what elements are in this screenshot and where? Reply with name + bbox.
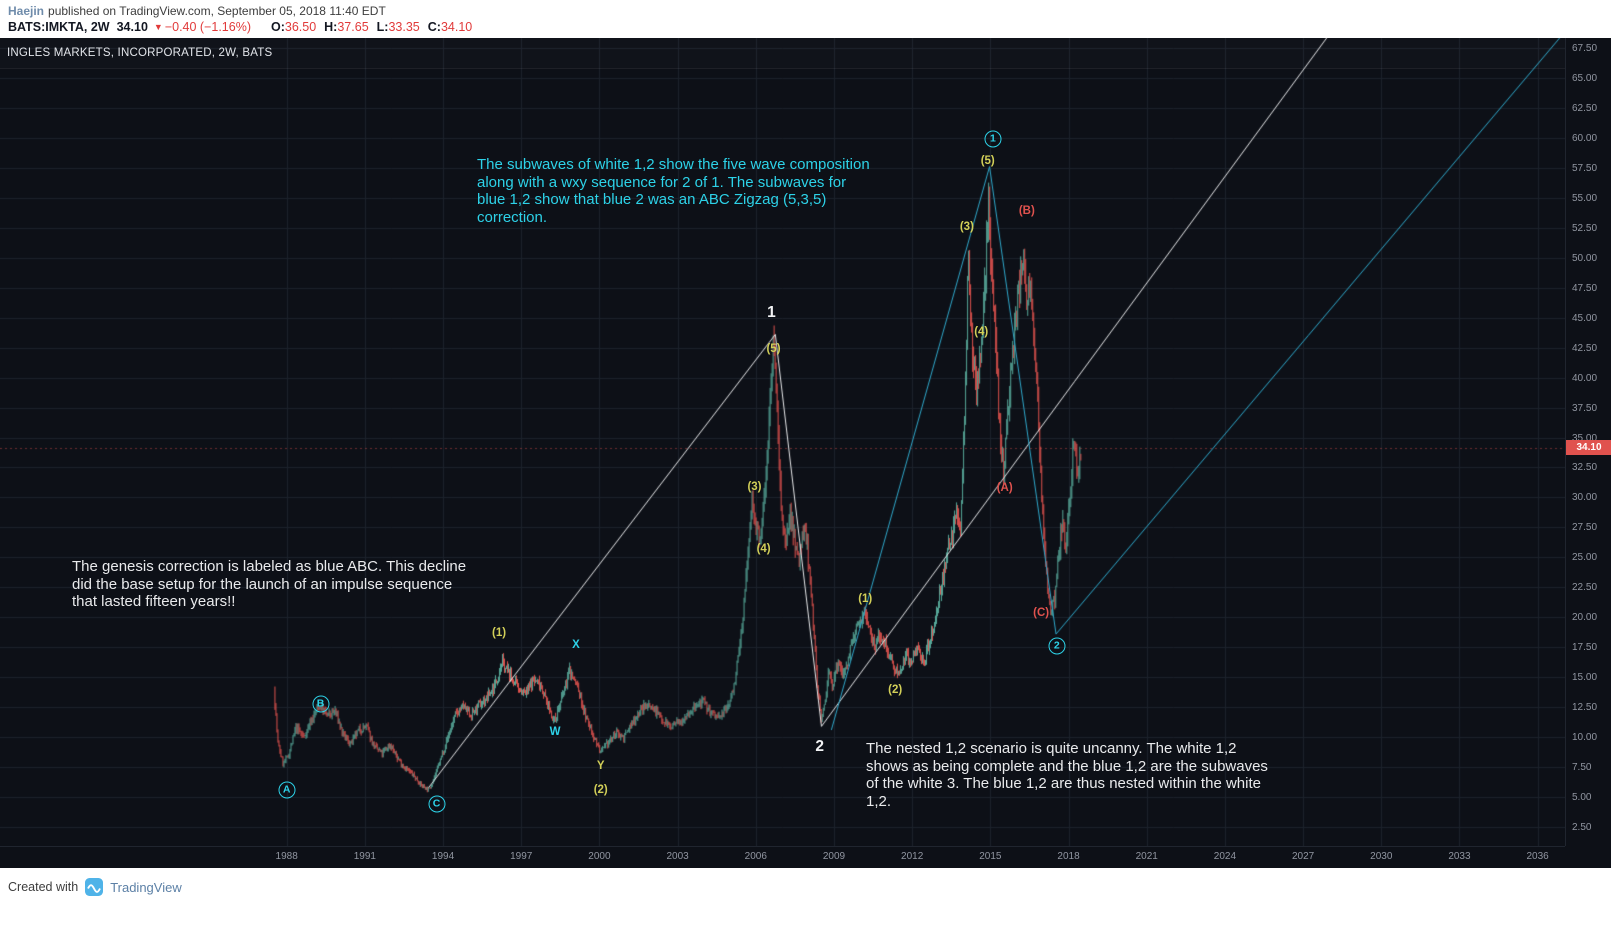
time-tick-label: 2012 [901,851,924,862]
price-tick-label: 40.00 [1572,372,1598,384]
header-last-price: 34.10 [116,20,148,34]
high-label: H: [324,20,338,34]
price-tick-label: 2.50 [1572,822,1592,834]
price-tick-label: 20.00 [1572,612,1598,624]
time-tick-label: 2009 [822,851,846,862]
price-tick-label: 7.50 [1572,762,1592,774]
symbol-line: BATS:IMKTA, 2W 34.10 ▼ −0.40 (−1.16%) O:36.5… [8,19,1603,36]
wave-label-A[interactable]: A [278,781,296,799]
price-change: −0.40 (−1.16%) [164,20,251,34]
close-value: 34.10 [440,20,473,34]
price-tick-label: 60.00 [1572,132,1598,144]
price-tick-label: 10.00 [1572,732,1598,744]
price-tick-label: 57.50 [1572,162,1598,174]
time-tick-label: 2024 [1213,851,1237,862]
nested-note[interactable]: The nested 1,2 scenario is quite uncanny… [866,740,1268,810]
price-tick-label: 30.00 [1572,492,1598,504]
time-tick-label: 2006 [744,851,767,862]
time-tick-label: 2000 [588,851,611,862]
time-tick-label: 1994 [431,851,455,862]
wave-label-A[interactable]: (A) [996,481,1013,494]
time-tick-label: 2018 [1057,851,1080,862]
price-tick-label: 42.50 [1572,342,1598,354]
chart-legend[interactable]: INGLES MARKETS, INCORPORATED, 2W, BATS [7,47,273,59]
price-tick-label: 47.50 [1572,282,1598,294]
wave-label-C[interactable]: C [428,795,446,813]
wave-label-3[interactable]: (3) [959,220,974,233]
wave-label-2[interactable]: (2) [593,783,608,796]
time-tick-label: 2015 [979,851,1002,862]
wave-label-4[interactable]: (4) [974,326,989,339]
time-tick-label: 2021 [1135,851,1158,862]
time-tick-label: 2003 [666,851,689,862]
wave-label-5[interactable]: (5) [980,154,995,167]
wave-label-3[interactable]: (3) [747,480,762,493]
price-tick-label: 15.00 [1572,672,1598,684]
price-tick-label: 45.00 [1572,312,1598,324]
price-tick-label: 62.50 [1572,102,1598,114]
price-tick-label: 17.50 [1572,642,1598,654]
time-scale[interactable]: 1988 1991 1994 1997 2000 2003 2006 2009 2012 2015… [0,846,1565,868]
time-tick-label: 1991 [353,851,376,862]
price-tick-label: 65.00 [1572,72,1598,84]
publication-header: Haejin published on TradingView.com, Sept… [0,0,1611,38]
open-label: O: [270,20,285,34]
wave-label-1[interactable]: 1 [767,303,776,321]
wave-label-B[interactable]: (B) [1018,204,1035,217]
time-tick-label: 2033 [1448,851,1471,862]
time-tick-label: 1997 [510,851,533,862]
genesis-note[interactable]: The genesis correction is labeled as blu… [72,558,467,610]
down-triangle-icon: ▼ [153,22,163,32]
wave-label-W[interactable]: W [549,726,561,739]
symbol-name: BATS:IMKTA, 2W [8,20,110,34]
chart-overlay: A B C (1) W X Y (2) (3) (4) (5) 1 2 (1) (2) (3) (4) (5) 1 (… [0,38,1565,846]
tradingview-logo-icon[interactable] [85,878,104,896]
wave-label-1[interactable]: 1 [984,130,1002,148]
tradingview-brand-link[interactable]: TradingView [110,879,182,895]
wave-label-X[interactable]: X [572,638,580,651]
low-label: L: [376,20,389,34]
wave-label-B[interactable]: B [312,695,330,713]
time-tick-label: 2030 [1370,851,1393,862]
open-value: 36.50 [284,20,317,34]
time-tick-label: 2027 [1291,851,1315,862]
price-tick-label: 55.00 [1572,192,1598,204]
candlestick-canvas[interactable] [0,38,1565,846]
wave-label-2[interactable]: 2 [1048,637,1066,655]
publication-line: Haejin published on TradingView.com, Sept… [8,4,1603,19]
subwaves-note[interactable]: The subwaves of white 1,2 show the five … [477,156,870,226]
price-tick-label: 52.50 [1572,222,1598,234]
price-tick-label: 50.00 [1572,252,1598,264]
time-tick-label: 2036 [1526,851,1549,862]
low-value: 33.35 [388,20,420,34]
price-tick-label: 67.50 [1572,42,1598,54]
author-link[interactable]: Haejin [8,4,45,18]
wave-label-Y[interactable]: Y [596,759,605,772]
created-with-text: Created with [8,880,79,894]
last-price-badge: 34.10 [1566,440,1611,456]
price-tick-label: 37.50 [1572,402,1598,414]
wave-label-2[interactable]: (2) [888,684,903,697]
footer: Created with TradingView [0,868,1611,931]
wave-label-1[interactable]: (1) [492,626,507,639]
wave-label-2[interactable]: 2 [815,737,824,755]
chart-area[interactable]: INGLES MARKETS, INCORPORATED, 2W, BATS A… [0,38,1611,868]
publication-text: published on TradingView.com, September … [48,4,386,18]
close-label: C: [427,20,441,34]
high-value: 37.65 [337,20,369,34]
price-tick-label: 35.00 [1572,432,1598,444]
wave-label-5[interactable]: (5) [766,342,781,355]
wave-label-4[interactable]: (4) [756,542,771,555]
wave-label-1[interactable]: (1) [858,593,873,606]
time-tick-label: 1988 [275,851,298,862]
wave-label-C[interactable]: (C) [1033,606,1050,619]
price-scale[interactable]: 34.10 67.50 65.00 62.50 60.00 57.50 55.00 52.5… [1565,38,1611,846]
price-tick-label: 27.50 [1572,522,1598,534]
price-tick-label: 22.50 [1572,582,1598,594]
price-tick-label: 5.00 [1572,792,1592,804]
price-tick-label: 12.50 [1572,702,1598,714]
price-tick-label: 32.50 [1572,462,1598,474]
price-tick-label: 25.00 [1572,552,1598,564]
chart-legend-bar: INGLES MARKETS, INCORPORATED, 2W, BATS [0,38,1565,69]
